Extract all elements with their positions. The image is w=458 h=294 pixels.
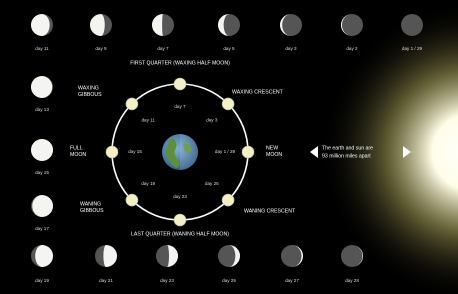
phase-caption: GIBBOUS	[80, 208, 104, 214]
orbit-moon	[126, 98, 138, 110]
orbit-moon	[222, 194, 234, 206]
phase-caption: MOON	[70, 152, 86, 158]
orbit-moon	[242, 146, 254, 158]
phase-label: day 17	[35, 226, 49, 231]
phase-label: day 9	[95, 46, 107, 51]
orbit-label: day 1 / 29	[215, 149, 236, 154]
phase-label: day 1 / 29	[402, 46, 423, 51]
orbit-label: day 23	[173, 194, 187, 199]
phase-caption: GIBBOUS	[78, 92, 102, 98]
orbit-moon	[106, 146, 118, 158]
phase-label: day 13	[35, 107, 49, 112]
phase-caption: NEW	[266, 145, 278, 151]
orbit-moon	[126, 194, 138, 206]
phase-label: day 2	[346, 46, 358, 51]
moon-dark	[401, 14, 423, 36]
distance-note: The earth and sun are	[322, 145, 373, 151]
distance-note: 93 million miles apart	[322, 153, 371, 159]
phase-caption: WAXING	[78, 85, 99, 91]
moon-phase-diagram: day 11 day 9 day 7 day 5 day 3 day 2 day 1 / 2…	[0, 0, 458, 294]
phase-label: day 11	[35, 46, 49, 51]
phase-label: day 3	[285, 46, 297, 51]
phase-label: day 21	[99, 278, 113, 283]
orbit-label: day 11	[141, 117, 155, 122]
orbit-moon	[222, 98, 234, 110]
orbit-label: day 25	[205, 181, 219, 186]
orbit-moon	[174, 214, 186, 226]
phase-caption: MOON	[266, 152, 282, 158]
orbit-label: day 3	[206, 117, 218, 122]
phase-caption: WANING CRESCENT	[244, 208, 296, 214]
phase-caption: WANING	[80, 201, 101, 207]
phase-caption: FULL	[70, 145, 83, 151]
orbit-label: day 15	[128, 149, 142, 154]
phase-label: day 19	[35, 278, 49, 283]
orbit-label: day 19	[141, 181, 155, 186]
phase-label: day 15	[35, 170, 49, 175]
phase-label: day 7	[157, 46, 169, 51]
phase-label: day 28	[345, 278, 359, 283]
phase-label: day 5	[223, 46, 235, 51]
moon-lit	[31, 139, 53, 161]
phase-caption: LAST QUARTER (WANING HALF MOON)	[131, 231, 229, 237]
orbit-moon	[174, 78, 186, 90]
orbit-label: day 7	[174, 104, 186, 109]
phase-label: day 25	[222, 278, 236, 283]
phase-label: day 27	[285, 278, 299, 283]
earth	[162, 134, 198, 170]
phase-caption: FIRST QUARTER (WAXING HALF MOON)	[130, 60, 230, 66]
phase-label: day 23	[160, 278, 174, 283]
moon-lit	[31, 76, 52, 98]
phase-caption: WAXING CRESCENT	[232, 89, 284, 95]
